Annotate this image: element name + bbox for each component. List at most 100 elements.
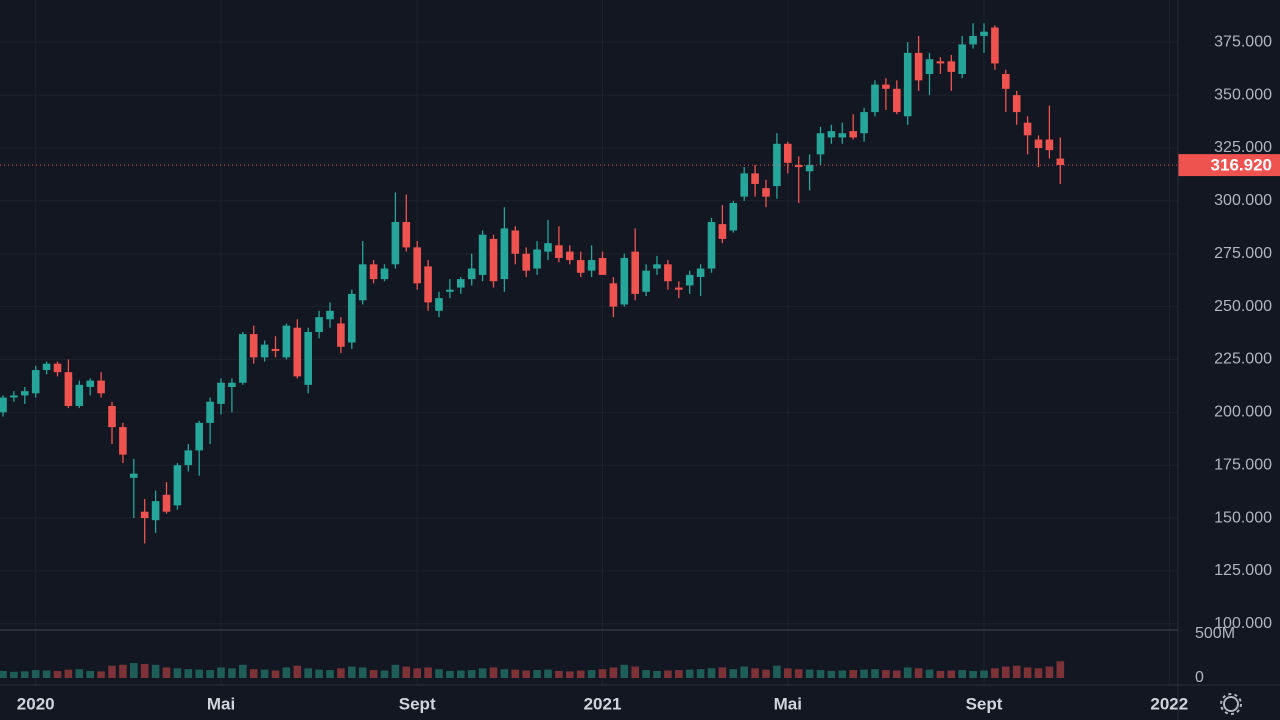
volume-bar xyxy=(10,671,18,678)
candle-body xyxy=(707,222,716,269)
volume-bar xyxy=(609,667,618,678)
candle-body xyxy=(653,264,661,269)
candle-body xyxy=(871,84,879,113)
y-tick-label: 275.000 xyxy=(1214,245,1272,262)
candle-body xyxy=(260,344,269,358)
volume-bar xyxy=(369,670,378,678)
volume-bar xyxy=(740,666,748,678)
candle-body xyxy=(1045,139,1054,151)
volume-bar xyxy=(805,669,814,678)
volume-bar xyxy=(217,667,225,678)
candle-body xyxy=(282,325,291,358)
volume-bar xyxy=(1012,665,1021,678)
volume-bar xyxy=(402,666,411,678)
volume-bar xyxy=(685,669,694,678)
candle-body xyxy=(435,298,443,311)
volume-bar xyxy=(871,669,879,678)
candle-body xyxy=(173,465,182,506)
volume-bar xyxy=(446,670,454,678)
price-axis-panel xyxy=(1178,0,1280,720)
volume-bar xyxy=(249,669,258,678)
volume-bar xyxy=(947,670,956,678)
volume-bar xyxy=(729,669,738,678)
volume-bar xyxy=(925,669,934,678)
y-tick-label: 225.000 xyxy=(1214,351,1272,368)
volume-bar xyxy=(1002,666,1010,678)
candle-body xyxy=(980,31,988,36)
marks xyxy=(0,23,1178,678)
volume-bar xyxy=(773,665,781,678)
candle-body xyxy=(64,372,73,406)
candle-body xyxy=(326,310,334,320)
time-axis-panel xyxy=(0,685,1280,720)
volume-bar xyxy=(969,670,977,678)
candle-body xyxy=(751,173,759,184)
y-tick-label: 375.000 xyxy=(1214,34,1272,51)
y-tick-label: 350.000 xyxy=(1214,86,1272,103)
settings-teeth[interactable] xyxy=(1220,693,1242,715)
candle-body xyxy=(348,293,356,343)
axes: 100.000 125.000 150.000 175.000 200.000 225.0… xyxy=(17,34,1280,713)
volume-bar xyxy=(86,670,94,678)
candle-body xyxy=(882,84,890,89)
candle-body xyxy=(762,188,770,197)
candle-body xyxy=(162,494,171,512)
candle-body xyxy=(696,268,705,277)
volume-bar xyxy=(794,669,803,678)
volume-bar xyxy=(75,669,84,678)
volume-bar xyxy=(849,670,857,678)
volume-bar xyxy=(1023,667,1032,678)
settings-icon[interactable] xyxy=(1220,693,1242,715)
volume-bar xyxy=(315,669,323,678)
candle-body xyxy=(555,245,563,258)
y-tick-label: 325.000 xyxy=(1214,139,1272,156)
volume-bar xyxy=(500,669,509,678)
candle-body xyxy=(271,348,280,352)
volume-bar xyxy=(0,670,7,678)
volume-bar xyxy=(675,670,683,678)
settings-gear[interactable] xyxy=(1223,696,1239,712)
candle-body xyxy=(206,401,214,423)
candle-body xyxy=(500,228,509,280)
candle-body xyxy=(860,112,868,134)
volume-bar xyxy=(533,670,541,678)
candle-body xyxy=(86,380,94,387)
candle-body xyxy=(805,164,814,172)
candle-body xyxy=(402,222,411,248)
volume-bar xyxy=(206,670,214,678)
candle-body xyxy=(130,473,138,478)
volume-bar xyxy=(326,670,334,678)
volume-bar xyxy=(631,666,639,678)
y-tick-label: 200.000 xyxy=(1214,404,1272,421)
candle-body xyxy=(10,395,18,398)
candle-body xyxy=(380,268,389,280)
volume-bar xyxy=(97,671,105,678)
y-tick-label: 175.000 xyxy=(1214,456,1272,473)
volume-bar xyxy=(282,667,291,678)
volume-bar xyxy=(424,667,432,678)
candle-body xyxy=(467,268,476,280)
x-tick-label: 2022 xyxy=(1150,694,1188,713)
candle-body xyxy=(239,334,247,383)
candle-body xyxy=(151,501,160,521)
volume-bar xyxy=(751,668,759,678)
volume-bar xyxy=(42,670,51,678)
volume-bar xyxy=(304,668,312,678)
candle-body xyxy=(991,27,999,64)
volume-bar xyxy=(260,669,269,678)
candle-body xyxy=(31,370,40,394)
y-tick-label: 100.000 xyxy=(1214,615,1272,632)
volume-bar xyxy=(391,664,400,678)
candle-body xyxy=(849,131,857,138)
volume-bar xyxy=(380,670,389,678)
volume-bar xyxy=(358,667,367,678)
candle-body xyxy=(685,274,694,286)
volume-bar xyxy=(119,664,127,678)
candle-body xyxy=(195,422,203,451)
candle-body xyxy=(838,133,847,138)
candle-body xyxy=(249,334,258,358)
candle-body xyxy=(424,266,432,303)
candle-body xyxy=(914,52,923,81)
volume-bar xyxy=(239,664,247,678)
last-price-label: 316.920 xyxy=(1211,156,1272,175)
